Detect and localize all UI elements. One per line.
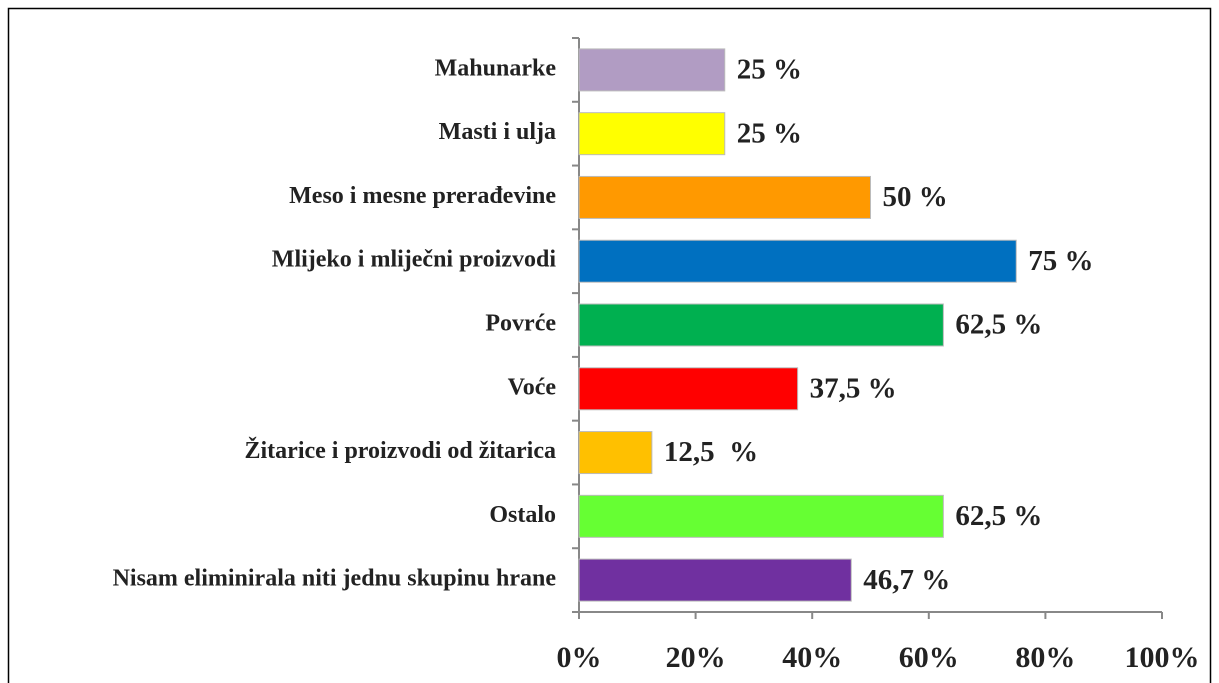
bar — [578, 112, 726, 156]
category-label: Povrće — [485, 311, 556, 337]
value-label: 50 % — [883, 181, 948, 213]
category-label: Nisam eliminirala niti jednu skupinu hra… — [113, 566, 557, 592]
bar — [578, 431, 653, 475]
category-label: Ostalo — [489, 502, 556, 528]
value-label: 46,7 % — [863, 564, 950, 596]
bar — [578, 239, 1017, 283]
bar — [578, 558, 852, 602]
chart-border — [7, 7, 1212, 683]
value-label: 75 % — [1028, 245, 1093, 277]
x-tick-label: 60% — [899, 641, 959, 674]
x-tick-label: 80% — [1015, 641, 1075, 674]
value-label: 62,5 % — [955, 500, 1042, 532]
category-label: Masti i ulja — [439, 119, 556, 145]
value-label: 25 % — [737, 117, 802, 149]
bar — [578, 367, 799, 411]
category-label: Meso i mesne prerađevine — [289, 183, 556, 209]
value-label: 62,5 % — [955, 309, 1042, 341]
bar — [578, 494, 944, 538]
category-label: Mlijeko i mliječni proizvodi — [272, 247, 557, 273]
category-label: Mahunarke — [435, 55, 557, 81]
value-label: 12,5 % — [664, 436, 758, 468]
value-label: 25 % — [737, 54, 802, 86]
bar — [578, 175, 871, 219]
bar — [578, 303, 944, 347]
x-tick-label: 40% — [782, 641, 842, 674]
x-tick-label: 20% — [666, 641, 726, 674]
value-label: 37,5 % — [810, 372, 897, 404]
x-tick-label: 0% — [557, 641, 602, 674]
category-label: Voće — [508, 374, 557, 400]
bar — [578, 48, 726, 92]
x-tick-label: 100% — [1125, 641, 1200, 674]
category-label: Žitarice i proizvodi od žitarica — [245, 437, 557, 464]
